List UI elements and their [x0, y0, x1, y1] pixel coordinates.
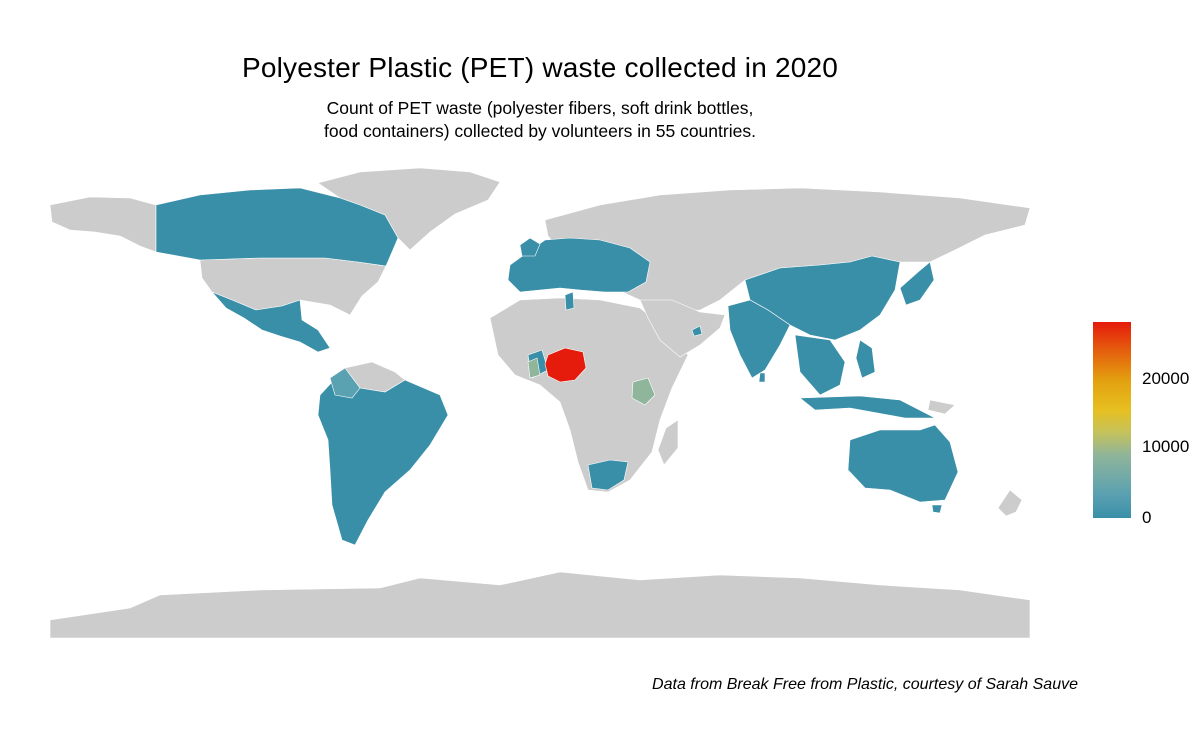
madagascar: [657, 419, 679, 466]
legend-label-20000: 20000: [1142, 369, 1190, 388]
tasmania: [931, 504, 943, 514]
australia: [847, 424, 959, 503]
cote-divoire: [527, 357, 541, 379]
japan: [899, 261, 935, 306]
source-caption: Data from Break Free from Plastic, court…: [652, 676, 1078, 693]
mexico: [211, 291, 331, 353]
tunisia: [564, 291, 575, 311]
legend-tick: [1131, 378, 1137, 379]
uae: [691, 325, 703, 337]
canada: [155, 187, 399, 267]
indonesia: [799, 395, 936, 419]
papua-new-guinea: [927, 399, 956, 415]
india: [727, 299, 791, 379]
scandinavia: [519, 237, 541, 257]
philippines: [855, 339, 876, 379]
legend-tick: [1131, 446, 1137, 447]
antarctica: [49, 571, 1031, 639]
kenya: [631, 377, 656, 406]
south-america-blue: [317, 367, 449, 546]
map-subtitle: Count of PET waste (polyester fibers, so…: [0, 97, 1080, 143]
arabia: [639, 299, 726, 358]
subtitle-line-1: Count of PET waste (polyester fibers, so…: [326, 98, 754, 118]
legend-colorbar: [1093, 322, 1131, 518]
alaska: [49, 196, 157, 253]
legend-tick: [1131, 517, 1137, 518]
nigeria: [544, 347, 587, 383]
colombia: [329, 367, 361, 399]
sri-lanka: [758, 372, 766, 383]
legend-label-0: 0: [1142, 508, 1152, 527]
south-africa: [587, 459, 629, 491]
subtitle-line-2: food containers) collected by volunteers…: [324, 121, 756, 141]
legend-label-10000: 10000: [1142, 437, 1190, 456]
map-title: Polyester Plastic (PET) waste collected …: [241, 52, 839, 83]
southeast-asia: [794, 334, 846, 396]
europe: [507, 237, 651, 293]
africa: [489, 297, 689, 493]
new-zealand: [997, 489, 1023, 517]
